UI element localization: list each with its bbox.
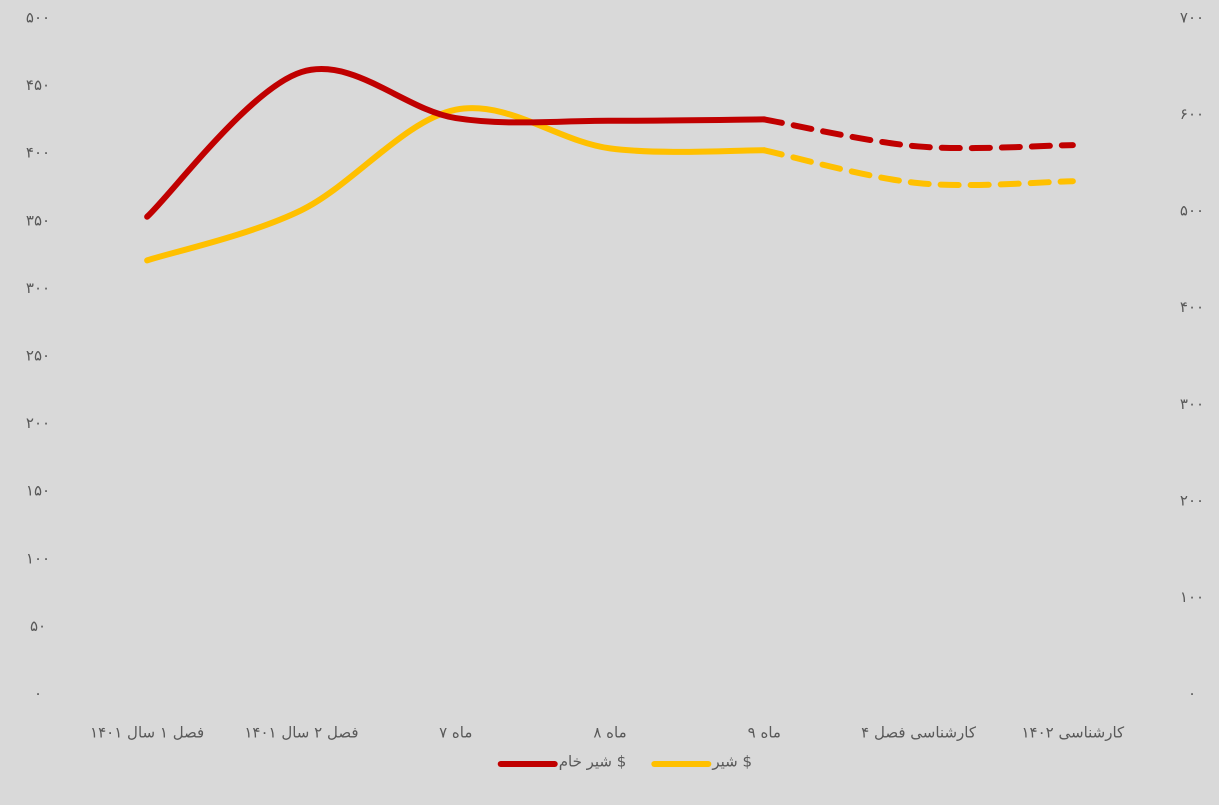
y-tick-label: ۲۰۰ xyxy=(26,414,50,432)
x-tick-label: ماه ۷ xyxy=(439,724,472,742)
y-tick-label: ۳۵۰ xyxy=(26,211,50,229)
legend-label: شیر $ xyxy=(711,753,752,771)
y-tick-label: ۵۰۰ xyxy=(26,9,50,27)
x-tick-label: کارشناسی فصل ۴ xyxy=(861,724,977,742)
y-tick-label: ۴۵۰ xyxy=(26,76,50,94)
x-tick-label: کارشناسی ۱۴۰۲ xyxy=(1022,724,1126,742)
y2-tick-label: ۴۰۰ xyxy=(1180,298,1204,316)
y2-tick-label: ۰ xyxy=(1188,685,1196,703)
y-tick-label: ۰ xyxy=(34,685,42,703)
y-tick-label: ۵۰ xyxy=(30,617,46,635)
y2-tick-label: ۲۰۰ xyxy=(1180,491,1204,509)
x-tick-label: ماه ۹ xyxy=(748,724,781,742)
y-tick-label: ۳۰۰ xyxy=(26,279,50,297)
y-tick-label: ۴۰۰ xyxy=(26,144,50,162)
series-line-dashed xyxy=(761,147,1076,189)
x-tick-label: فصل ۱ سال ۱۴۰۱ xyxy=(90,724,204,742)
series-line xyxy=(144,105,768,264)
x-tick-label: فصل ۲ سال ۱۴۰۱ xyxy=(244,724,358,742)
y-tick-label: ۲۵۰ xyxy=(26,347,50,365)
y2-tick-label: ۵۰۰ xyxy=(1180,202,1204,220)
y2-tick-label: ۷۰۰ xyxy=(1180,9,1204,27)
series-line-dashed xyxy=(761,116,1076,152)
series-line xyxy=(144,66,768,220)
y2-tick-label: ۶۰۰ xyxy=(1180,105,1204,123)
x-tick-label: ماه ۸ xyxy=(593,724,626,742)
legend-label: شیر خام $ xyxy=(559,753,627,771)
y-tick-label: ۱۵۰ xyxy=(26,482,50,500)
y-tick-label: ۱۰۰ xyxy=(26,549,50,567)
y2-tick-label: ۳۰۰ xyxy=(1180,395,1204,413)
y2-tick-label: ۱۰۰ xyxy=(1180,588,1204,606)
